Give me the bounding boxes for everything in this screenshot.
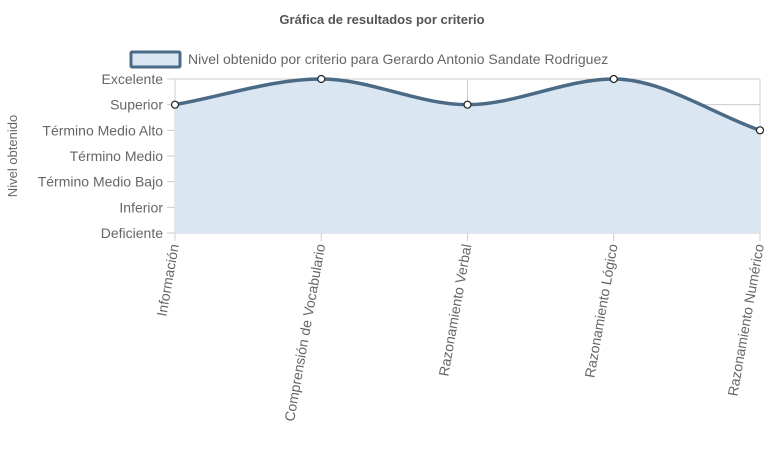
y-tick-label: Término Medio Bajo xyxy=(38,174,163,190)
legend-label: Nivel obtenido por criterio para Gerardo… xyxy=(188,51,608,67)
data-point[interactable] xyxy=(463,100,472,109)
y-tick-label: Excelente xyxy=(102,71,164,87)
y-tick-label: Término Medio Alto xyxy=(42,122,163,138)
y-axis-ticks: Deficiente Inferior Término Medio Bajo Térm… xyxy=(38,71,164,241)
y-tick-label: Término Medio xyxy=(70,148,164,164)
legend[interactable]: Nivel obtenido por criterio para Gerardo… xyxy=(129,50,608,69)
y-axis-label: Nivel obtenido xyxy=(5,115,20,197)
data-point[interactable] xyxy=(755,126,764,135)
x-tick-label: Razonamiento Numérico xyxy=(724,243,764,398)
x-tick-label: Razonamiento Lógico xyxy=(581,243,620,379)
x-tick-label: Comprensión de Vocabulario xyxy=(281,243,328,423)
series-area xyxy=(175,79,760,233)
x-axis-ticks: Información Comprensión de Vocabulario Raz… xyxy=(153,243,764,423)
y-tick-label: Superior xyxy=(110,97,163,113)
data-point[interactable] xyxy=(609,74,618,84)
y-tick-label: Deficiente xyxy=(101,225,163,241)
data-point[interactable] xyxy=(170,100,180,109)
x-tick-label: Información xyxy=(153,243,181,318)
legend-swatch xyxy=(129,50,182,69)
series-area-fill xyxy=(175,79,760,233)
data-point[interactable] xyxy=(317,74,326,84)
y-tick-label: Inferior xyxy=(119,199,163,215)
x-tick-label: Razonamiento Verbal xyxy=(435,243,474,378)
chart-title: Gráfica de resultados por criterio xyxy=(279,12,484,27)
